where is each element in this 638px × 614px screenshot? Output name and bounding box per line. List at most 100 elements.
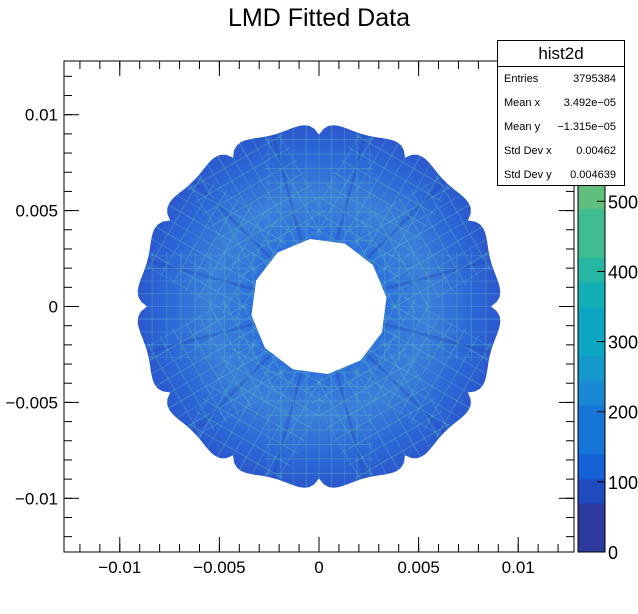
strip-line xyxy=(184,320,240,416)
strip-line xyxy=(149,313,256,376)
colorbar-band xyxy=(578,502,605,528)
strip-line xyxy=(231,348,327,404)
strip-line xyxy=(216,351,279,458)
strip-line xyxy=(355,134,450,190)
strip-line xyxy=(238,363,301,471)
sector-seam xyxy=(334,130,368,244)
sector-seam xyxy=(143,322,256,355)
strip-line xyxy=(423,335,479,431)
y-tick-label: 0.005 xyxy=(15,202,58,221)
strip-line xyxy=(360,219,417,314)
strip-line xyxy=(376,324,483,387)
strip-line xyxy=(227,357,290,464)
sector-texture xyxy=(183,332,334,488)
strip-line xyxy=(326,136,389,243)
strip-line xyxy=(224,360,320,417)
stats-value: 3.492e−05 xyxy=(563,97,616,109)
stats-label: Std Dev x xyxy=(504,145,552,157)
strip-line xyxy=(209,171,305,228)
strip-line xyxy=(333,171,429,228)
strip-line xyxy=(389,302,496,365)
strip-line xyxy=(350,368,458,431)
strip-line xyxy=(149,237,256,300)
strip-line xyxy=(326,370,389,477)
y-tick-label: −0.005 xyxy=(6,393,58,412)
sector-seam xyxy=(189,177,274,262)
strip-line xyxy=(311,209,407,265)
strip-line xyxy=(357,193,464,256)
strip-line xyxy=(392,332,455,439)
strip-line xyxy=(385,204,442,300)
sector-seam xyxy=(382,258,495,291)
strip-line xyxy=(205,161,268,269)
strip-line xyxy=(183,174,246,281)
strip-line xyxy=(381,338,444,445)
colorbar-band xyxy=(578,380,605,406)
strip-line xyxy=(161,335,269,398)
stats-row-stddev-x: Std Dev x 0.00462 xyxy=(504,139,616,163)
chart-title: LMD Fitted Data xyxy=(227,4,410,32)
stats-row-stddev-y: Std Dev y 0.004639 xyxy=(504,163,616,187)
x-tick-label: 0.01 xyxy=(502,558,535,577)
strip-line xyxy=(348,149,411,256)
strip-line xyxy=(183,332,246,439)
strip-line xyxy=(196,204,253,300)
strip-line xyxy=(187,379,294,442)
strip-line xyxy=(340,398,436,454)
colorbar-band xyxy=(578,331,605,357)
colorbar-tick-label: 500 xyxy=(608,192,638,212)
strip-line xyxy=(398,320,454,416)
strip-line xyxy=(326,184,421,240)
strip-line xyxy=(174,193,281,256)
strip-line xyxy=(260,130,323,237)
colorbar-band xyxy=(578,404,605,430)
strip-line xyxy=(318,360,414,417)
strip-line xyxy=(395,291,501,354)
annulus-distribution xyxy=(137,125,501,488)
strip-line xyxy=(376,226,483,289)
strip-line xyxy=(171,328,228,423)
strip-line xyxy=(385,313,442,409)
sector-seam xyxy=(143,258,256,291)
colorbar-band xyxy=(578,257,605,283)
stats-row-mean-y: Mean y −1.315e−05 xyxy=(504,115,616,139)
strip-line xyxy=(231,209,327,265)
strip-line xyxy=(363,204,470,267)
sector-seam xyxy=(189,351,274,436)
strip-line xyxy=(209,385,305,442)
strip-line xyxy=(196,313,253,409)
sector-texture xyxy=(137,171,294,322)
strip-line xyxy=(357,357,464,420)
strip-line xyxy=(194,168,257,275)
strip-line xyxy=(315,376,378,483)
sector-texture xyxy=(344,171,501,322)
stats-row-mean-x: Mean x 3.492e−05 xyxy=(504,91,616,115)
colorbar-band xyxy=(578,281,605,307)
strip-line xyxy=(369,215,477,278)
y-tick-label: 0.01 xyxy=(25,106,58,125)
sector-seam xyxy=(270,369,304,483)
strip-line xyxy=(180,182,288,245)
strip-line xyxy=(370,344,433,452)
strip-line xyxy=(202,159,298,215)
strip-line xyxy=(171,190,228,285)
strip-line xyxy=(249,370,312,477)
strip-line xyxy=(348,357,411,464)
stats-box: hist2d Entries 3795384 Mean x 3.492e−05 … xyxy=(497,40,625,186)
strip-line xyxy=(410,190,467,285)
stats-value: 0.004639 xyxy=(570,169,616,181)
strip-line xyxy=(373,211,429,307)
strip-line xyxy=(304,125,367,231)
strip-line xyxy=(392,174,455,281)
x-tick-label: 0.005 xyxy=(397,558,440,577)
colorbar-tick-label: 300 xyxy=(608,333,638,353)
strip-line xyxy=(159,182,215,278)
strip-line xyxy=(137,291,243,354)
strip-line xyxy=(369,335,477,398)
colorbar-band xyxy=(578,527,605,553)
strip-line xyxy=(142,302,249,365)
strip-line xyxy=(146,175,203,271)
stats-label: Std Dev y xyxy=(504,169,552,181)
strip-line xyxy=(337,363,400,471)
stats-value: 3795384 xyxy=(573,73,616,85)
